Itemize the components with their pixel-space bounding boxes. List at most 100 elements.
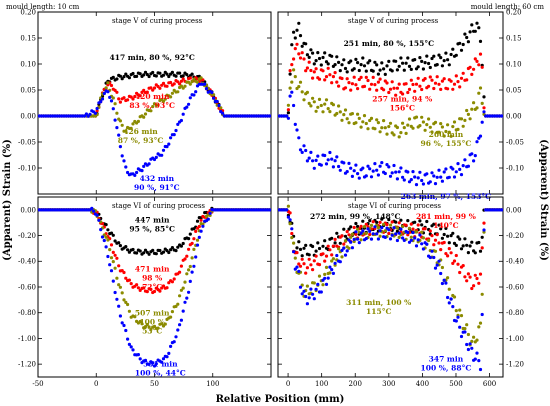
data-point xyxy=(292,250,296,254)
data-point xyxy=(406,56,410,60)
data-point xyxy=(192,93,196,97)
data-point xyxy=(349,166,353,170)
data-point xyxy=(305,266,309,270)
data-point xyxy=(399,56,403,60)
data-point xyxy=(197,224,201,229)
data-point xyxy=(394,93,398,97)
data-point xyxy=(437,168,441,172)
data-point xyxy=(120,123,124,127)
data-point xyxy=(420,59,424,64)
data-point xyxy=(312,281,316,285)
data-point xyxy=(373,225,377,229)
data-point xyxy=(454,253,458,258)
data-point xyxy=(170,310,174,314)
data-point xyxy=(343,239,348,243)
data-point xyxy=(295,265,299,269)
data-point xyxy=(290,63,294,67)
data-point xyxy=(378,220,382,224)
data-point xyxy=(449,297,453,301)
data-point xyxy=(106,228,110,232)
data-point xyxy=(427,84,431,88)
data-point xyxy=(323,102,327,106)
data-point xyxy=(425,242,429,246)
data-point xyxy=(122,323,126,328)
data-point xyxy=(316,105,320,109)
y-tick-label: 0.15 xyxy=(506,34,522,42)
x-tick-label: 300 xyxy=(382,380,395,388)
data-point xyxy=(368,118,372,123)
data-point xyxy=(133,315,137,319)
data-point xyxy=(194,255,198,259)
data-point xyxy=(292,30,296,34)
data-point xyxy=(129,282,133,286)
data-point xyxy=(366,78,370,83)
data-point xyxy=(350,174,354,178)
data-point xyxy=(376,80,380,84)
x-tick-label: 0 xyxy=(286,380,290,388)
data-point xyxy=(421,67,425,71)
data-point xyxy=(142,251,146,255)
data-point xyxy=(117,264,121,268)
data-point xyxy=(390,233,394,237)
data-point xyxy=(147,252,151,256)
data-point xyxy=(158,71,162,75)
series-label: 311 min, 100 % 115°C xyxy=(346,298,411,316)
data-point xyxy=(401,92,405,96)
data-point xyxy=(468,244,472,248)
data-point xyxy=(366,61,370,65)
data-point xyxy=(323,153,327,158)
data-point xyxy=(288,69,292,73)
data-point xyxy=(402,238,406,242)
data-area xyxy=(38,70,271,177)
data-point xyxy=(176,90,180,94)
data-point xyxy=(163,97,167,101)
data-point xyxy=(435,263,439,267)
data-point xyxy=(288,86,292,90)
data-point xyxy=(143,248,148,252)
data-point xyxy=(120,321,124,325)
data-point xyxy=(115,126,119,130)
data-point xyxy=(288,72,292,76)
data-point xyxy=(480,246,484,250)
data-point xyxy=(361,166,365,170)
data-point xyxy=(145,322,149,327)
data-point xyxy=(160,153,164,157)
data-point xyxy=(357,77,361,82)
data-point xyxy=(361,219,365,223)
data-point xyxy=(427,117,431,121)
data-point xyxy=(326,276,330,280)
data-point xyxy=(461,264,465,268)
data-point xyxy=(349,235,353,239)
data-point xyxy=(304,42,308,46)
series-label: 347 min 100 %, 88°C xyxy=(421,355,472,373)
data-point xyxy=(104,223,108,227)
data-point xyxy=(447,247,451,251)
data-point xyxy=(185,272,189,276)
data-point xyxy=(302,262,306,266)
data-point xyxy=(300,292,304,296)
data-point xyxy=(309,150,313,154)
data-point xyxy=(156,326,160,330)
data-point xyxy=(470,346,474,350)
data-point xyxy=(185,105,189,109)
data-point xyxy=(473,57,477,61)
data-point xyxy=(432,54,436,58)
data-point xyxy=(136,353,140,357)
data-point xyxy=(326,62,330,66)
data-point xyxy=(433,249,438,253)
data-point xyxy=(454,309,458,313)
y-tick-label: 0.05 xyxy=(20,86,36,94)
data-point xyxy=(292,68,296,72)
data-point xyxy=(188,76,192,80)
data-point xyxy=(147,162,151,166)
data-point xyxy=(477,359,481,363)
series-label-line: 156°C xyxy=(390,103,415,112)
data-point xyxy=(451,261,455,265)
data-point xyxy=(480,120,484,124)
data-point xyxy=(345,249,349,253)
data-point xyxy=(413,236,417,240)
data-point xyxy=(321,55,325,60)
data-point xyxy=(312,166,316,170)
y-tick-label: -0.20 xyxy=(506,232,524,240)
data-point xyxy=(375,118,379,122)
